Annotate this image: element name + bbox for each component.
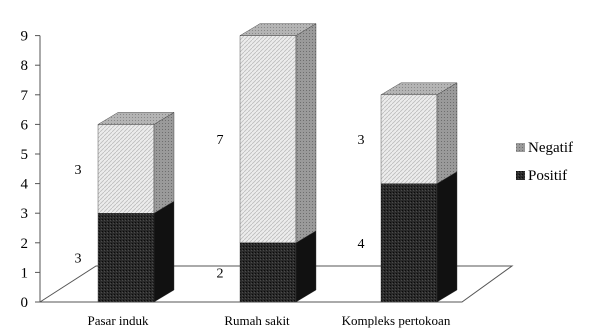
y-tick-label: 6 — [21, 117, 29, 133]
legend-swatch — [516, 143, 525, 152]
bar-segment-negatif-0 — [97, 112, 175, 214]
bar-front-face — [97, 212, 155, 303]
y-tick-label: 5 — [21, 147, 29, 163]
bar-front-face — [239, 242, 297, 303]
bar-front-face — [97, 124, 155, 214]
x-category-label-2: Kompleks pertokoan — [342, 313, 451, 328]
bar-segment-negatif-1 — [239, 23, 317, 244]
data-label-negatif-1: 7 — [217, 133, 224, 148]
y-tick-label: 1 — [21, 265, 29, 281]
data-label-positif-2: 4 — [358, 237, 365, 252]
bar-side-face — [295, 230, 317, 303]
bar-top-face — [239, 23, 317, 36]
bar-side-face — [153, 200, 175, 303]
bar-segment-negatif-2 — [380, 82, 458, 184]
y-tick-label: 9 — [21, 29, 29, 45]
bar-top-face — [97, 112, 175, 125]
y-tick-label: 4 — [21, 177, 29, 193]
data-label-positif-1: 2 — [217, 266, 224, 281]
y-tick-label: 8 — [21, 58, 29, 74]
bar-side-face — [436, 82, 458, 184]
y-tick-label: 0 — [21, 295, 29, 311]
bar-top-face — [380, 82, 458, 96]
bar-front-face — [239, 35, 297, 243]
bar-side-face — [436, 171, 458, 303]
data-label-positif-0: 3 — [75, 252, 82, 267]
y-tick-label: 3 — [21, 206, 29, 222]
legend-item-negatif: Negatif — [516, 140, 573, 156]
legend-swatch — [516, 171, 525, 180]
legend-label: Positif — [528, 168, 567, 184]
y-tick-label: 7 — [21, 88, 29, 104]
bar-segment-positif-2 — [380, 171, 458, 303]
legend-item-positif: Positif — [516, 168, 567, 184]
bar-side-face — [295, 23, 317, 244]
data-label-negatif-2: 3 — [358, 133, 365, 148]
bar-segment-positif-0 — [97, 200, 175, 303]
data-label-negatif-0: 3 — [75, 163, 82, 178]
bar-side-face — [153, 112, 175, 214]
bar-front-face — [380, 183, 438, 303]
bar-front-face — [380, 94, 438, 184]
x-category-label-0: Pasar induk — [87, 313, 149, 328]
legend-label: Negatif — [528, 140, 573, 156]
x-category-label-1: Rumah sakit — [224, 313, 290, 328]
y-tick-label: 2 — [21, 236, 29, 252]
